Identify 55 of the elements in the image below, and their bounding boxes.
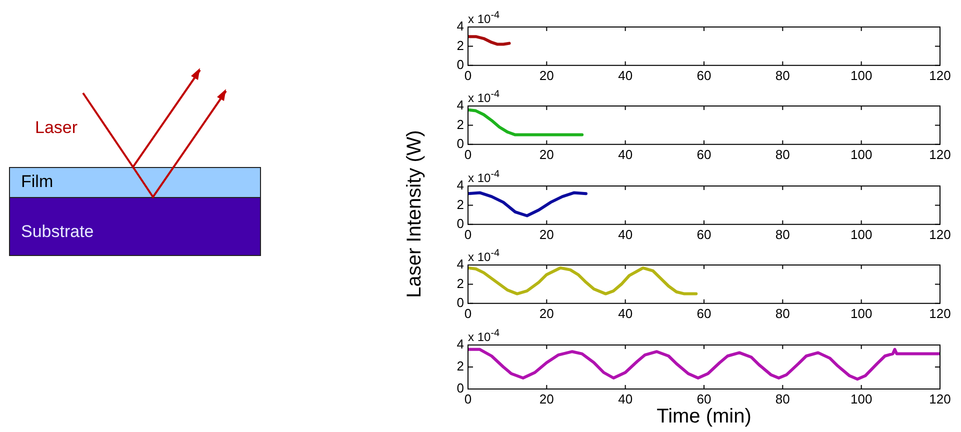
y-tick-label: 0 (456, 216, 464, 231)
y-tick-label: 4 (456, 18, 464, 34)
text: x 10$^{-4}$ (468, 88, 500, 105)
text: Laser (35, 118, 78, 138)
x-tick-label: 40 (618, 68, 633, 83)
text: x 10$^{-4}$ (468, 327, 500, 344)
x-tick-label: 20 (539, 226, 554, 242)
x-tick-label: 80 (775, 146, 790, 162)
y-tick-label: 2 (456, 38, 464, 53)
x-tick-label: 60 (696, 391, 712, 406)
x-tick-label: 40 (618, 391, 633, 406)
y-tick-label: 0 (456, 380, 464, 396)
y-tick-label: 0 (456, 294, 464, 310)
y-tick-label: 0 (456, 136, 464, 151)
x-tick-label: 20 (539, 68, 554, 83)
y-tick-label: 4 (456, 98, 464, 113)
x-tick-label: 80 (775, 391, 790, 406)
x-axis-title: Time (min) (656, 406, 752, 428)
y-tick-label: 4 (456, 256, 464, 272)
x-tick-label: 80 (775, 226, 790, 242)
x-tick-label: 120 (929, 306, 951, 321)
text: x 10$^{-4}$ (468, 168, 500, 185)
x-tick-label: 60 (696, 68, 712, 83)
y-tick-label: 4 (456, 336, 464, 352)
x-tick-label: 80 (775, 306, 790, 321)
x-tick-label: 40 (618, 306, 633, 321)
text: x 10$^{-4}$ (468, 9, 500, 26)
x-tick-label: 60 (696, 226, 712, 242)
y-axis-title: Laser Intensity (W) (404, 130, 426, 298)
x-tick-label: 120 (929, 146, 951, 162)
x-tick-label: 100 (850, 68, 872, 83)
x-tick-label: 60 (696, 306, 712, 321)
y-tick-label: 2 (456, 196, 464, 212)
x-tick-label: 60 (696, 146, 712, 162)
x-tick-label: 100 (850, 306, 872, 321)
x-tick-label: 120 (929, 68, 951, 83)
y-tick-label: 2 (456, 276, 464, 291)
x-tick-label: 40 (618, 146, 633, 162)
y-tick-label: 4 (456, 178, 464, 193)
x-tick-label: 120 (929, 391, 951, 406)
x-tick-label: 80 (775, 68, 790, 83)
x-tick-label: 40 (618, 226, 633, 242)
x-tick-label: 20 (539, 146, 554, 162)
x-tick-label: 100 (850, 146, 872, 162)
text: x 10$^{-4}$ (468, 247, 500, 264)
x-tick-label: 100 (850, 226, 872, 242)
text: Film (21, 172, 54, 192)
text: Substrate (21, 222, 94, 242)
y-tick-label: 2 (456, 116, 464, 132)
x-tick-label: 20 (539, 306, 554, 321)
x-tick-label: 100 (850, 391, 872, 406)
y-tick-label: 2 (456, 358, 464, 374)
x-tick-label: 120 (929, 226, 951, 242)
y-tick-label: 0 (456, 56, 464, 72)
x-tick-label: 20 (539, 391, 554, 406)
